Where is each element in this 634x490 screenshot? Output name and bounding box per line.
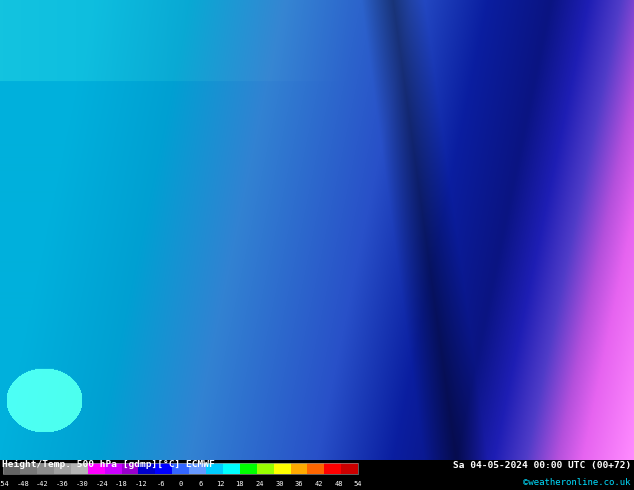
Bar: [122, 463, 138, 474]
Text: -12: -12: [135, 481, 148, 487]
Text: -48: -48: [16, 481, 29, 487]
Bar: [325, 463, 341, 474]
Text: Height/Temp. 500 hPa [gdmp][°C] ECMWF: Height/Temp. 500 hPa [gdmp][°C] ECMWF: [2, 460, 215, 469]
Text: -36: -36: [56, 481, 68, 487]
Text: 42: 42: [314, 481, 323, 487]
Text: 36: 36: [295, 481, 303, 487]
Bar: [257, 463, 274, 474]
Text: -54: -54: [0, 481, 10, 487]
Bar: [307, 463, 325, 474]
Bar: [155, 463, 172, 474]
Bar: [240, 463, 257, 474]
Text: 6: 6: [198, 481, 202, 487]
Text: 54: 54: [354, 481, 363, 487]
Bar: [87, 463, 105, 474]
Text: 12: 12: [216, 481, 224, 487]
Text: 18: 18: [236, 481, 244, 487]
Text: 0: 0: [179, 481, 183, 487]
Bar: [138, 463, 155, 474]
Bar: [3, 463, 358, 474]
Bar: [37, 463, 54, 474]
Text: -24: -24: [96, 481, 108, 487]
Bar: [20, 463, 37, 474]
Bar: [341, 463, 358, 474]
Bar: [206, 463, 223, 474]
Bar: [189, 463, 206, 474]
Text: 48: 48: [334, 481, 343, 487]
Text: -30: -30: [75, 481, 88, 487]
Text: -42: -42: [36, 481, 49, 487]
Bar: [223, 463, 240, 474]
Text: -6: -6: [157, 481, 165, 487]
Bar: [274, 463, 290, 474]
Bar: [71, 463, 87, 474]
Bar: [172, 463, 189, 474]
Text: ©weatheronline.co.uk: ©weatheronline.co.uk: [523, 478, 631, 488]
Bar: [3, 463, 20, 474]
Text: Sa 04-05-2024 00:00 UTC (00+72): Sa 04-05-2024 00:00 UTC (00+72): [453, 461, 631, 470]
Bar: [105, 463, 122, 474]
Bar: [54, 463, 71, 474]
Text: -18: -18: [115, 481, 128, 487]
Text: 24: 24: [256, 481, 264, 487]
Bar: [290, 463, 307, 474]
Text: 30: 30: [275, 481, 283, 487]
